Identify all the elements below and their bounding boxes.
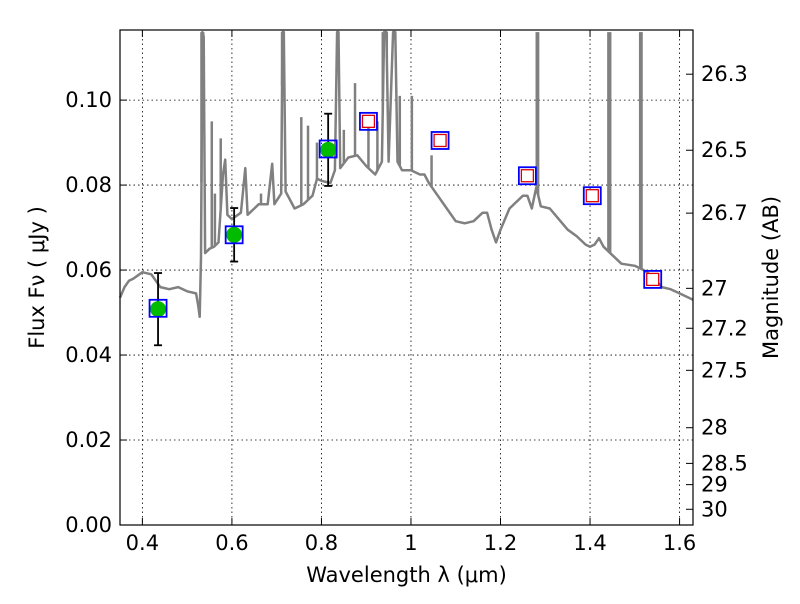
upper-limit-marker (361, 114, 376, 129)
model-photometry-box (517, 166, 537, 186)
x-tick-label: 0.6 (215, 531, 248, 555)
model-spectrum-line (118, 30, 694, 319)
model-spectrum (118, 30, 694, 319)
y-axis-label: Flux Fν ( μJy ) (25, 206, 49, 349)
upper-limit-marker (520, 169, 535, 183)
y2-tick-label: 26.7 (701, 201, 748, 225)
x-tick-label: 0.8 (305, 531, 338, 555)
model-photometry-box (224, 225, 244, 245)
x-axis-ticks: 0.4 0.6 0.8 1 1.2 1.4 1.6 (126, 30, 696, 555)
upper-limit-marker (646, 272, 660, 287)
upper-limit-markers (361, 114, 660, 287)
model-photometry-markers (148, 111, 663, 318)
grid-lines (120, 30, 693, 526)
y2-tick-label: 26.3 (701, 62, 748, 86)
observed-points (150, 141, 337, 318)
y-tick-label: 0.06 (65, 258, 112, 282)
model-photometry-box (582, 186, 602, 206)
observed-point (226, 226, 243, 243)
y-tick-label: 0.08 (65, 173, 112, 197)
x-tick-label: 1.6 (663, 531, 696, 555)
y2-tick-label: 28.5 (701, 451, 748, 475)
y-axis-ticks: 0.00 0.02 0.04 0.06 0.08 0.10 (65, 88, 127, 537)
upper-limit-marker (433, 133, 447, 148)
y2-tick-label: 27.5 (701, 358, 748, 382)
x-tick-label: 1.4 (573, 531, 606, 555)
x-tick-label: 1 (404, 531, 417, 555)
model-photometry-box (318, 139, 338, 159)
y-tick-label: 0.10 (65, 88, 112, 112)
y2-tick-label: 30 (701, 497, 728, 521)
y2-tick-label: 26.5 (701, 138, 748, 162)
x-axis-label: Wavelength λ (μm) (306, 563, 507, 587)
observed-point (150, 301, 167, 318)
y2-tick-label: 27.2 (701, 316, 748, 340)
model-photometry-box (148, 298, 168, 318)
x-tick-label: 1.2 (484, 531, 517, 555)
model-photometry-box (430, 131, 450, 150)
observed-point (320, 141, 337, 158)
plot-frame (119, 29, 694, 526)
x-tick-label: 0.4 (126, 531, 159, 555)
y-tick-label: 0.04 (65, 343, 112, 367)
y2-tick-label: 29 (701, 473, 728, 497)
model-photometry-box (359, 111, 378, 131)
y-tick-label: 0.00 (65, 513, 112, 537)
y2-tick-label: 27 (701, 276, 728, 300)
y-tick-label: 0.02 (65, 428, 112, 452)
y2-tick-label: 28 (701, 416, 728, 440)
upper-limit-marker (585, 189, 599, 203)
y2-axis-label: Magnitude (AB) (759, 196, 783, 359)
model-photometry-box (643, 270, 663, 289)
